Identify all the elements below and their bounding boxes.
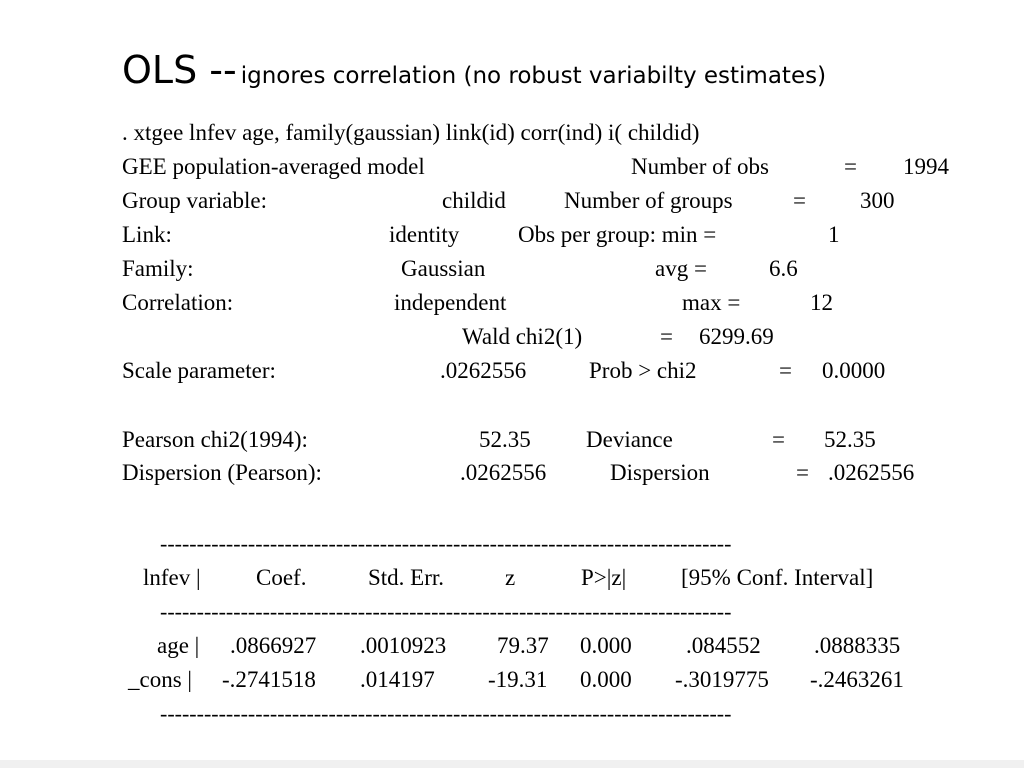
- output-value: 1994: [903, 154, 949, 179]
- table-header-cell: [95% Conf. Interval]: [681, 565, 874, 590]
- output-label: Obs per group: min =: [518, 222, 717, 247]
- output-label: Number of obs: [631, 154, 769, 179]
- table-header-cell: lnfev |: [143, 565, 201, 590]
- table-cell: age |: [157, 633, 200, 658]
- output-value: .0262556: [460, 460, 547, 485]
- table-cell: -.2463261: [810, 667, 904, 692]
- table-separator: ----------------------------------------…: [160, 599, 732, 624]
- output-label: Group variable:: [122, 188, 267, 213]
- output-label: max =: [682, 290, 741, 315]
- output-value: 1: [828, 222, 840, 247]
- output-label: Deviance: [586, 427, 673, 452]
- table-header-cell: P>|z|: [581, 565, 627, 590]
- output-value: .0262556: [828, 460, 915, 485]
- table-header-cell: z: [505, 565, 516, 590]
- output-label: avg =: [655, 256, 707, 281]
- output-value: 0.0000: [822, 358, 886, 383]
- output-equals: =: [660, 324, 673, 349]
- command-line: . xtgee lnfev age, family(gaussian) link…: [122, 120, 700, 145]
- table-cell: 0.000: [580, 633, 632, 658]
- table-separator: ----------------------------------------…: [160, 531, 732, 556]
- table-cell: 79.37: [497, 633, 549, 658]
- output-value: Gaussian: [401, 256, 486, 281]
- table-header-cell: Std. Err.: [368, 565, 445, 590]
- output-value: 6.6: [769, 256, 798, 281]
- bottom-bar: [0, 760, 1024, 768]
- output-label: Dispersion: [610, 460, 710, 485]
- output-value: independent: [394, 290, 507, 315]
- output-label: GEE population-averaged model: [122, 154, 425, 179]
- slide-title: OLS -- ignores correlation (no robust va…: [122, 48, 826, 92]
- table-cell: -.3019775: [675, 667, 769, 692]
- output-equals: =: [772, 427, 785, 452]
- output-equals: =: [793, 188, 806, 213]
- output-value: childid: [442, 188, 506, 213]
- output-label: Wald chi2(1): [462, 324, 583, 349]
- table-cell: .084552: [686, 633, 761, 658]
- output-value: 52.35: [824, 427, 876, 452]
- output-label: Number of groups: [564, 188, 733, 213]
- title-main: OLS --: [122, 48, 237, 92]
- table-cell: 0.000: [580, 667, 632, 692]
- output-label: Dispersion (Pearson):: [122, 460, 322, 485]
- output-value: identity: [389, 222, 460, 247]
- output-value: 6299.69: [699, 324, 774, 349]
- output-value: 300: [860, 188, 895, 213]
- output-equals: =: [796, 460, 809, 485]
- table-cell: -.2741518: [222, 667, 316, 692]
- table-cell: .014197: [360, 667, 435, 692]
- output-label: Scale parameter:: [122, 358, 276, 383]
- table-separator: ----------------------------------------…: [160, 701, 732, 726]
- table-cell: .0010923: [360, 633, 447, 658]
- table-cell: -19.31: [488, 667, 548, 692]
- table-cell: .0866927: [230, 633, 317, 658]
- output-label: Prob > chi2: [589, 358, 697, 383]
- table-cell: .0888335: [814, 633, 901, 658]
- output-equals: =: [844, 154, 857, 179]
- output-equals: =: [779, 358, 792, 383]
- output-label: Family:: [122, 256, 194, 281]
- output-label: Pearson chi2(1994):: [122, 427, 308, 452]
- output-value: 12: [810, 290, 833, 315]
- title-subtitle: ignores correlation (no robust variabilt…: [240, 63, 827, 89]
- output-value: 52.35: [479, 427, 531, 452]
- output-label: Correlation:: [122, 290, 234, 315]
- table-header-cell: Coef.: [256, 565, 307, 590]
- table-cell: _cons |: [128, 667, 193, 692]
- output-value: .0262556: [440, 358, 527, 383]
- output-label: Link:: [122, 222, 172, 247]
